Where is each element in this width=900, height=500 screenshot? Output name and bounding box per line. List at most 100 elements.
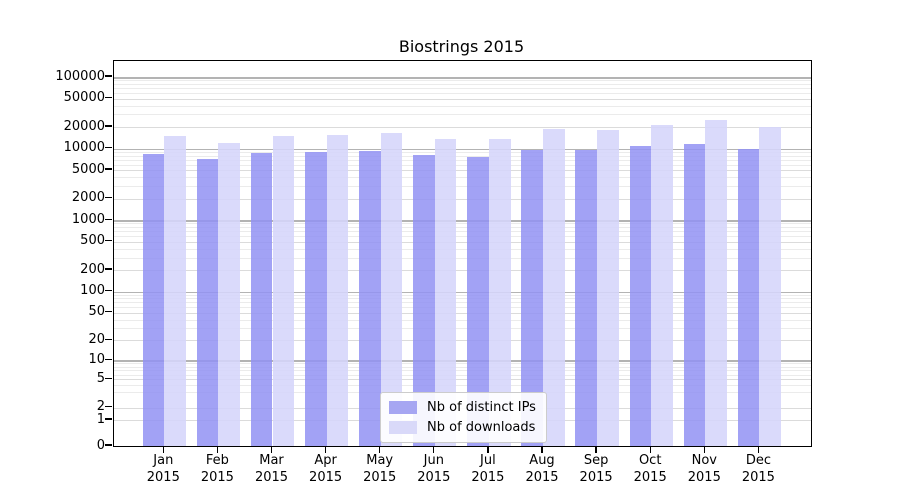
bar-downloads-jan — [164, 135, 186, 446]
x-tick-label-jun: Jun 2015 — [417, 453, 451, 485]
gridline-40000 — [114, 105, 811, 107]
legend-item-downloads: Nb of downloads — [389, 420, 536, 435]
x-tick-jul — [487, 446, 489, 453]
y-tick-label-10000: 10000 — [63, 140, 105, 156]
bar-downloads-jul — [488, 139, 511, 446]
gridline-20000 — [114, 127, 811, 128]
y-tick-label-50: 50 — [88, 304, 105, 320]
bar-downloads-nov — [705, 119, 727, 446]
x-tick-label-sep: Sep 2015 — [579, 453, 613, 485]
gridline-10 — [114, 360, 811, 362]
y-tick-50 — [105, 311, 112, 313]
gridline-90000 — [114, 80, 811, 82]
bar-downloads-apr — [326, 134, 349, 446]
x-tick-label-jul: Jul 2015 — [471, 453, 505, 485]
gridline-8 — [114, 366, 811, 368]
x-tick-dec — [757, 446, 760, 453]
x-tick-label-feb: Feb 2015 — [200, 453, 234, 485]
bar-ips-oct — [629, 145, 652, 446]
y-tick-10 — [105, 358, 112, 361]
y-tick-5 — [105, 377, 112, 379]
x-tick-mar — [270, 446, 273, 453]
bar-ips-mar — [250, 153, 273, 446]
gridline-7000 — [114, 159, 811, 161]
bar-ips-may — [359, 151, 381, 446]
y-tick-label-5: 5 — [96, 370, 105, 386]
gridline-5000 — [114, 170, 811, 172]
gridline-400 — [114, 248, 811, 250]
bar-downloads-mar — [272, 135, 295, 446]
gridline-5 — [114, 379, 811, 381]
y-tick-label-1000: 1000 — [71, 211, 105, 227]
y-tick-label-1: 1 — [96, 411, 105, 427]
bar-ips-jun — [413, 155, 435, 446]
x-tick-apr — [324, 446, 327, 453]
chart-title: Biostrings 2015 — [398, 37, 525, 56]
gridline-60000 — [114, 92, 811, 94]
x-tick-label-nov: Nov 2015 — [687, 453, 721, 485]
gridline-80000 — [114, 83, 811, 85]
plot-area: Nb of distinct IPs Nb of downloads — [113, 60, 812, 447]
y-tick-20 — [105, 338, 112, 340]
y-tick-1 — [105, 418, 112, 420]
bar-downloads-sep — [597, 129, 619, 446]
gridline-6 — [114, 374, 811, 376]
bar-downloads-may — [380, 133, 403, 446]
legend-item-distinct-ips: Nb of distinct IPs — [389, 400, 536, 415]
y-tick-100000 — [105, 75, 112, 77]
gridline-100 — [114, 291, 811, 293]
x-tick-nov — [703, 446, 705, 453]
x-tick-label-may: May 2015 — [363, 453, 397, 485]
y-tick-label-20000: 20000 — [63, 118, 105, 134]
gridline-600 — [114, 236, 811, 237]
y-tick-label-2000: 2000 — [71, 190, 105, 206]
gridline-2000 — [114, 198, 811, 200]
gridline-9000 — [114, 151, 811, 153]
gridline-8000 — [114, 155, 811, 157]
gridline-200 — [114, 270, 811, 272]
y-tick-label-100000: 100000 — [55, 68, 105, 84]
legend-label-distinct-ips: Nb of distinct IPs — [427, 400, 536, 415]
y-tick-50000 — [105, 96, 112, 99]
gridline-9 — [114, 363, 811, 365]
gridline-10000 — [114, 148, 811, 151]
y-tick-20000 — [105, 125, 112, 127]
gridline-30 — [114, 328, 811, 330]
bar-downloads-jun — [434, 138, 457, 446]
gridline-70000 — [114, 88, 811, 90]
x-tick-may — [379, 446, 381, 453]
y-tick-label-0: 0 — [96, 437, 105, 453]
bar-ips-sep — [575, 149, 598, 446]
gridline-4 — [114, 385, 811, 386]
y-tick-label-200: 200 — [80, 261, 105, 277]
y-tick-1000 — [105, 218, 112, 220]
gridline-40 — [114, 319, 811, 321]
gridline-500 — [114, 241, 811, 243]
y-tick-label-100: 100 — [80, 283, 105, 298]
gridline-70 — [114, 302, 811, 304]
x-tick-label-oct: Oct 2015 — [633, 453, 667, 485]
y-tick-2 — [105, 405, 112, 408]
gridline-300 — [114, 257, 811, 259]
gridline-100000 — [114, 77, 811, 79]
bar-downloads-oct — [651, 124, 673, 446]
bar-downloads-dec — [759, 127, 782, 446]
bar-ips-dec — [737, 148, 760, 446]
gridline-900 — [114, 223, 811, 225]
bar-ips-aug — [521, 150, 543, 446]
gridline-7 — [114, 370, 811, 372]
y-tick-500 — [105, 240, 112, 242]
gridline-50000 — [114, 98, 811, 100]
gridline-3000 — [114, 186, 811, 187]
y-tick-100 — [105, 289, 112, 292]
legend: Nb of distinct IPs Nb of downloads — [380, 392, 547, 443]
x-tick-aug — [541, 446, 543, 453]
legend-label-downloads: Nb of downloads — [427, 420, 536, 435]
legend-swatch-distinct-ips — [389, 401, 417, 414]
y-tick-10000 — [105, 146, 112, 149]
y-tick-0 — [105, 444, 112, 446]
bar-ips-feb — [196, 159, 219, 446]
x-tick-feb — [216, 446, 219, 453]
x-tick-jun — [433, 446, 435, 453]
